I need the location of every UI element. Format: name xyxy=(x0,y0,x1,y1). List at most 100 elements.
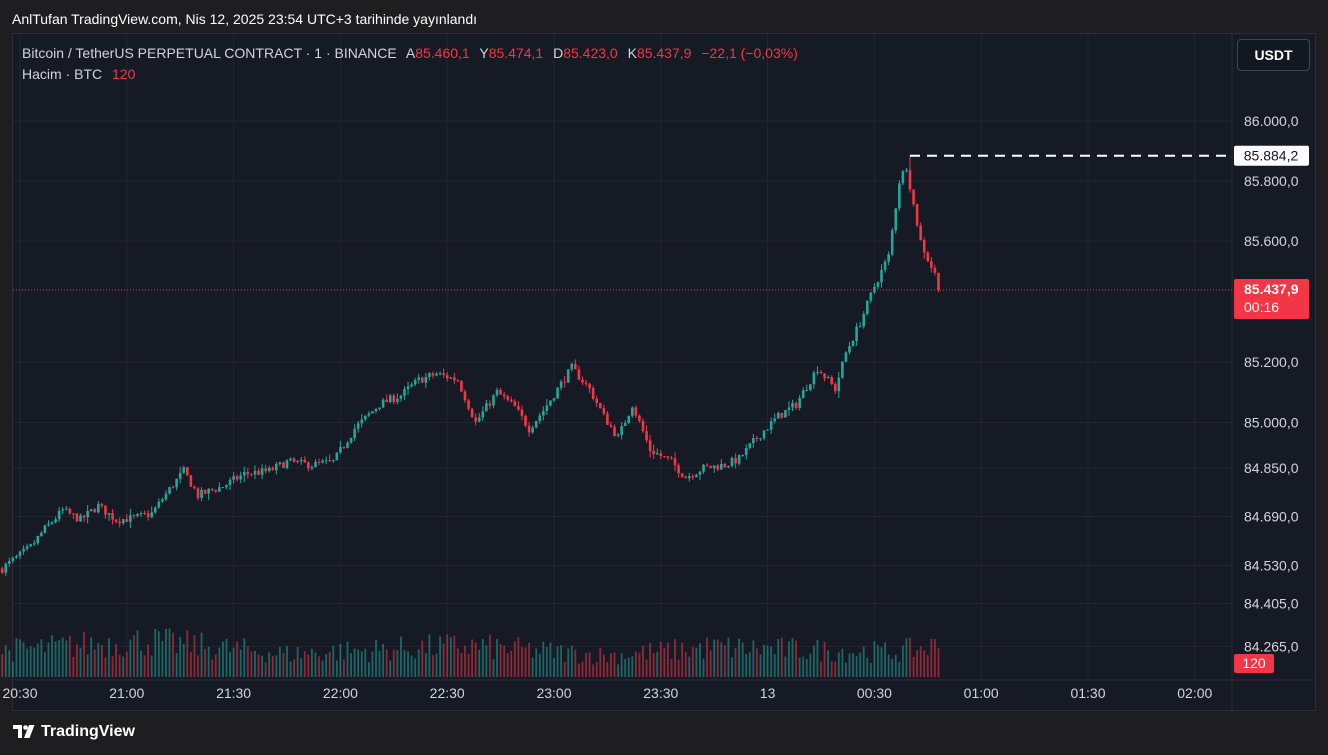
candle-body xyxy=(189,475,193,487)
candle-body xyxy=(36,536,40,544)
candle-body xyxy=(894,208,898,231)
y-tick-label: 84.405,0 xyxy=(1244,596,1299,612)
candle-body xyxy=(869,292,873,301)
volume-bar xyxy=(296,646,299,677)
volume-bar xyxy=(538,653,541,677)
volume-bar xyxy=(549,642,552,677)
volume-bar xyxy=(300,658,303,677)
candle-body xyxy=(705,464,709,466)
volume-bar xyxy=(727,637,730,677)
volume-bar xyxy=(716,639,719,677)
volume-bar xyxy=(695,647,698,677)
volume-bar xyxy=(15,638,18,677)
volume-bar xyxy=(805,658,808,677)
candle-body xyxy=(164,493,168,500)
volume-bar xyxy=(919,646,922,677)
candle-body xyxy=(534,420,538,428)
candle-body xyxy=(221,486,225,488)
volume-bar xyxy=(674,639,676,677)
volume-bar xyxy=(784,656,787,677)
candle-body xyxy=(264,468,267,472)
volume-bar xyxy=(165,628,167,677)
candle-body xyxy=(431,373,435,376)
volume-bar xyxy=(460,652,463,677)
volume-bar xyxy=(357,649,360,677)
volume-bar xyxy=(841,648,844,677)
volume-bar xyxy=(90,637,93,677)
candle-body xyxy=(303,459,307,463)
volume-bar xyxy=(820,661,822,677)
candle-body xyxy=(385,399,388,403)
candle-body xyxy=(374,408,378,412)
candle-body xyxy=(890,230,894,255)
volume-bar xyxy=(738,638,741,677)
volume-bar xyxy=(424,653,427,677)
x-tick-label: 20:30 xyxy=(2,685,37,701)
volume-bar xyxy=(481,639,484,677)
volume-bar xyxy=(474,642,477,677)
candle-body xyxy=(356,423,360,429)
candle-body xyxy=(93,509,97,513)
volume-bar xyxy=(788,641,790,677)
candle-body xyxy=(399,395,403,399)
volume-bar xyxy=(179,637,182,677)
candle-body xyxy=(250,474,253,476)
volume-bar xyxy=(652,653,655,677)
candle-body xyxy=(848,346,851,353)
volume-bar xyxy=(343,659,345,677)
volume-bar xyxy=(407,651,409,677)
candle-body xyxy=(762,430,766,439)
volume-title[interactable]: Hacim · BTC xyxy=(22,66,103,82)
x-tick-label: 23:30 xyxy=(643,685,678,701)
volume-bar xyxy=(773,654,776,677)
volume-bar xyxy=(706,637,708,677)
candle-body xyxy=(812,372,816,385)
volume-legend: Hacim · BTC 120 xyxy=(22,66,135,82)
volume-bar xyxy=(197,655,199,677)
candle-body xyxy=(748,443,752,448)
candle-body xyxy=(542,410,545,416)
candle-body xyxy=(741,455,744,457)
symbol-title[interactable]: Bitcoin / TetherUS PERPETUAL CONTRACT · … xyxy=(22,45,397,61)
volume-bar xyxy=(930,638,933,677)
candle-body xyxy=(766,429,769,431)
volume-bar xyxy=(396,650,399,677)
volume-bar xyxy=(225,638,228,677)
volume-bar xyxy=(360,651,363,677)
candle-body xyxy=(559,381,563,388)
candle-body xyxy=(353,428,356,438)
volume-bar xyxy=(439,636,441,677)
candle-body xyxy=(396,398,399,403)
volume-bar xyxy=(239,649,242,677)
candle-body xyxy=(200,489,203,498)
volume-bar xyxy=(211,659,214,677)
candle-body xyxy=(826,377,830,379)
candle-body xyxy=(371,411,374,414)
candle-body xyxy=(275,464,278,471)
chart-panel[interactable] xyxy=(12,33,1316,711)
volume-bar xyxy=(40,639,43,677)
candle-body xyxy=(32,543,36,545)
candle-body xyxy=(292,458,296,462)
candle-body xyxy=(930,261,933,268)
candle-body xyxy=(100,503,104,506)
candle-body xyxy=(648,440,652,451)
candle-body xyxy=(232,476,235,480)
tradingview-brand[interactable]: TradingView xyxy=(13,723,135,741)
candle-body xyxy=(278,462,282,465)
change-value: −22,1 (−0,03%) xyxy=(701,45,798,61)
y-tick-label: 85.000,0 xyxy=(1244,414,1299,430)
y-tick-label: 85.800,0 xyxy=(1244,173,1299,189)
volume-bar xyxy=(11,661,14,677)
volume-bar xyxy=(161,640,164,677)
candle-body xyxy=(602,408,606,414)
volume-bar xyxy=(54,641,57,677)
candle-body xyxy=(456,380,460,382)
candle-body xyxy=(449,377,453,379)
x-tick-label: 21:30 xyxy=(216,685,251,701)
volume-bar xyxy=(118,654,121,677)
close-label: K xyxy=(627,45,637,61)
currency-button[interactable]: USDT xyxy=(1237,39,1310,71)
volume-bar xyxy=(150,655,153,677)
